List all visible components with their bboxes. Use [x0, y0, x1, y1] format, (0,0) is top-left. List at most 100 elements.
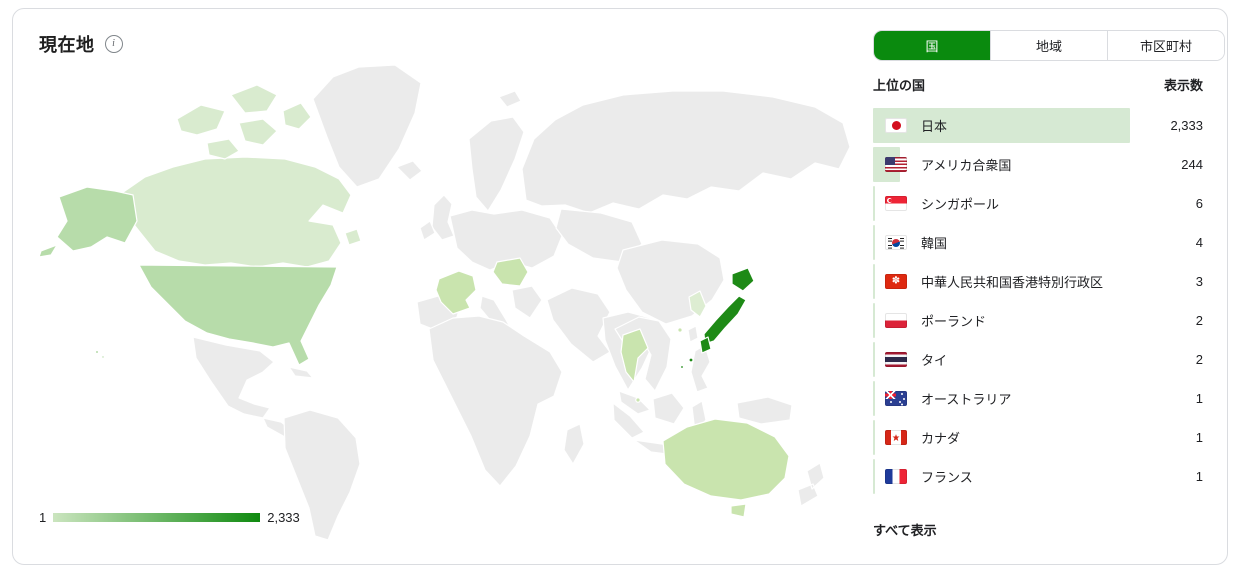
map-europe — [449, 209, 563, 271]
row-value-bar — [873, 225, 875, 260]
flag-icon — [885, 391, 907, 406]
country-value: 1 — [1195, 391, 1203, 406]
flag-icon — [885, 469, 907, 484]
map-madagascar — [563, 423, 585, 465]
map-south-america — [283, 409, 361, 541]
flag-icon — [885, 196, 907, 211]
page-title: 現在地 — [39, 35, 95, 55]
flag-icon — [885, 157, 907, 172]
show-all-link[interactable]: すべて表示 — [873, 523, 937, 538]
list-header-right: 表示数 — [1163, 78, 1203, 93]
map-country-south-korea[interactable] — [688, 290, 707, 318]
map-greenland — [312, 64, 422, 188]
world-map-choropleth — [38, 64, 851, 541]
row-value-bar — [873, 303, 875, 338]
info-icon[interactable]: i — [104, 35, 123, 53]
country-value: 6 — [1195, 196, 1203, 211]
map-iceland — [396, 160, 423, 181]
map-cuba — [288, 366, 314, 379]
country-value: 1 — [1195, 469, 1203, 484]
country-label: 韓国 — [921, 236, 948, 251]
map-ireland — [419, 220, 436, 241]
tab-2[interactable]: 市区町村 — [1107, 31, 1224, 60]
country-label: タイ — [921, 353, 948, 368]
country-list: 日本 2,333 アメリカ合衆国 244 シンガポール 6 韓国 4 中 — [873, 106, 1225, 496]
country-row[interactable]: カナダ 1 — [873, 418, 1225, 457]
map-country-usa[interactable] — [38, 186, 338, 366]
map-balkans — [511, 285, 543, 319]
flag-icon — [885, 352, 907, 367]
row-value-bar — [873, 186, 875, 221]
country-label: フランス — [921, 470, 973, 485]
flag-icon — [885, 118, 907, 133]
tab-bar: 国地域 市区町村 — [873, 30, 1225, 61]
map-base-landmass — [192, 64, 851, 541]
country-label: オーストラリア — [921, 392, 1012, 407]
tab-1[interactable]: 地域 — [990, 31, 1107, 60]
country-row[interactable]: シンガポール 6 — [873, 184, 1225, 223]
map-middle-east — [546, 287, 611, 363]
row-value-bar — [873, 459, 875, 494]
map-new-zealand — [797, 462, 825, 507]
map-country-japan[interactable] — [679, 267, 755, 370]
tab-0[interactable]: 国 — [874, 31, 990, 60]
country-label: カナダ — [921, 431, 961, 446]
map-country-hong-kong[interactable] — [677, 327, 683, 333]
country-row[interactable]: オーストラリア 1 — [873, 379, 1225, 418]
map-legend: 1 2,333 — [39, 510, 300, 525]
country-row[interactable]: ポーランド 2 — [873, 301, 1225, 340]
map-philippines — [690, 344, 711, 393]
country-row[interactable]: 韓国 4 — [873, 223, 1225, 262]
flag-icon — [885, 430, 907, 445]
country-value: 1 — [1195, 430, 1203, 445]
map-svalbard — [498, 90, 522, 108]
row-value-bar — [873, 381, 875, 416]
legend-gradient-bar — [53, 513, 261, 522]
country-row[interactable]: 中華人民共和国香港特別行政区 3 — [873, 262, 1225, 301]
country-row[interactable]: アメリカ合衆国 244 — [873, 145, 1225, 184]
card-header: 現在地 i — [39, 31, 123, 57]
map-country-tasmania[interactable] — [730, 503, 747, 518]
flag-icon — [885, 274, 907, 289]
country-value: 3 — [1195, 274, 1203, 289]
map-borneo — [652, 392, 685, 425]
map-taiwan — [687, 325, 699, 343]
list-header: 上位の国 表示数 — [873, 75, 1203, 94]
flag-icon — [885, 313, 907, 328]
country-value: 2 — [1195, 313, 1203, 328]
country-label: アメリカ合衆国 — [921, 158, 1012, 173]
row-value-bar — [873, 342, 875, 377]
flag-icon — [885, 235, 907, 250]
map-malaysia — [618, 390, 651, 415]
map-country-poland[interactable] — [492, 257, 529, 287]
list-header-left: 上位の国 — [873, 78, 926, 93]
country-label: 中華人民共和国香港特別行政区 — [921, 275, 1104, 290]
legend-min-label: 1 — [39, 510, 47, 525]
map-country-australia[interactable] — [662, 418, 790, 501]
map-scandinavia — [468, 116, 525, 212]
country-row[interactable]: タイ 2 — [873, 340, 1225, 379]
map-new-guinea — [736, 396, 793, 425]
country-value: 2 — [1195, 352, 1203, 367]
country-label: シンガポール — [921, 197, 1000, 212]
country-row[interactable]: フランス 1 — [873, 457, 1225, 496]
country-row[interactable]: 日本 2,333 — [873, 106, 1225, 145]
map-africa — [428, 315, 563, 487]
map-russia — [521, 90, 851, 214]
map-country-canada[interactable] — [118, 84, 362, 268]
map-sumatra — [612, 402, 645, 439]
map-country-france[interactable] — [435, 270, 477, 315]
row-value-bar — [873, 420, 875, 455]
map-country-thailand[interactable] — [620, 328, 649, 383]
map-country-singapore[interactable] — [635, 397, 641, 403]
countries-panel: 国地域 市区町村 上位の国 表示数 日本 2,333 アメリカ合衆国 244 シン… — [873, 9, 1225, 564]
row-value-bar — [873, 108, 1130, 143]
row-value-bar — [873, 264, 875, 299]
country-value: 2,333 — [1170, 118, 1203, 133]
country-value: 4 — [1195, 235, 1203, 250]
country-label: ポーランド — [921, 314, 987, 329]
country-value: 244 — [1181, 157, 1203, 172]
map-china — [616, 239, 725, 325]
map-mexico — [192, 336, 275, 419]
country-label: 日本 — [921, 119, 948, 134]
